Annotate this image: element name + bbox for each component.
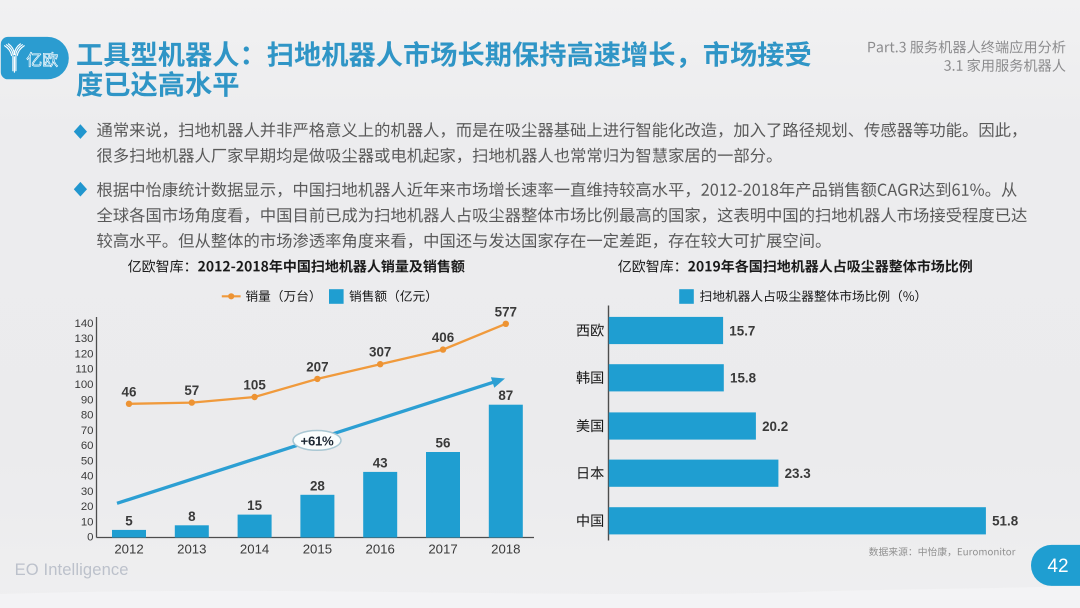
- svg-text:2014: 2014: [240, 542, 269, 557]
- svg-text:56: 56: [436, 436, 451, 451]
- svg-text:42: 42: [1047, 556, 1068, 577]
- svg-text:50: 50: [81, 455, 94, 467]
- svg-text:20.2: 20.2: [762, 419, 788, 434]
- svg-text:140: 140: [74, 318, 93, 330]
- svg-text:120: 120: [74, 349, 93, 361]
- svg-text:10: 10: [81, 516, 94, 528]
- svg-text:307: 307: [369, 345, 391, 360]
- svg-text:28: 28: [310, 478, 325, 493]
- svg-text:5: 5: [125, 513, 133, 528]
- svg-text:23.3: 23.3: [785, 466, 811, 481]
- svg-text:15.8: 15.8: [730, 371, 757, 386]
- svg-text:51.8: 51.8: [992, 514, 1019, 529]
- svg-text:2015: 2015: [303, 542, 332, 557]
- svg-text:105: 105: [243, 378, 266, 393]
- svg-text:87: 87: [498, 388, 513, 403]
- svg-text:2012: 2012: [114, 542, 143, 557]
- svg-text:30: 30: [81, 486, 94, 498]
- svg-text:15.7: 15.7: [729, 323, 755, 338]
- svg-text:70: 70: [81, 425, 94, 437]
- svg-text:43: 43: [373, 455, 388, 470]
- svg-text:207: 207: [306, 359, 328, 374]
- svg-text:+61%: +61%: [301, 433, 334, 448]
- svg-text:15: 15: [247, 498, 262, 513]
- svg-text:110: 110: [75, 364, 93, 376]
- svg-text:100: 100: [74, 379, 93, 391]
- svg-text:60: 60: [81, 440, 94, 452]
- svg-text:20: 20: [81, 501, 94, 513]
- svg-text:577: 577: [495, 304, 517, 319]
- svg-text:8: 8: [188, 509, 196, 524]
- svg-text:130: 130: [74, 333, 93, 345]
- svg-text:57: 57: [184, 383, 199, 398]
- svg-text:2016: 2016: [366, 542, 395, 557]
- svg-text:406: 406: [432, 330, 454, 345]
- svg-text:2018: 2018: [491, 542, 520, 557]
- svg-text:80: 80: [81, 410, 94, 422]
- svg-text:46: 46: [122, 384, 137, 399]
- svg-text:0: 0: [87, 532, 93, 544]
- svg-text:2013: 2013: [177, 542, 206, 557]
- svg-text:2017: 2017: [428, 542, 457, 557]
- svg-text:90: 90: [81, 394, 94, 406]
- svg-text:40: 40: [81, 471, 94, 483]
- svg-text:EO Intelligence: EO Intelligence: [15, 560, 129, 579]
